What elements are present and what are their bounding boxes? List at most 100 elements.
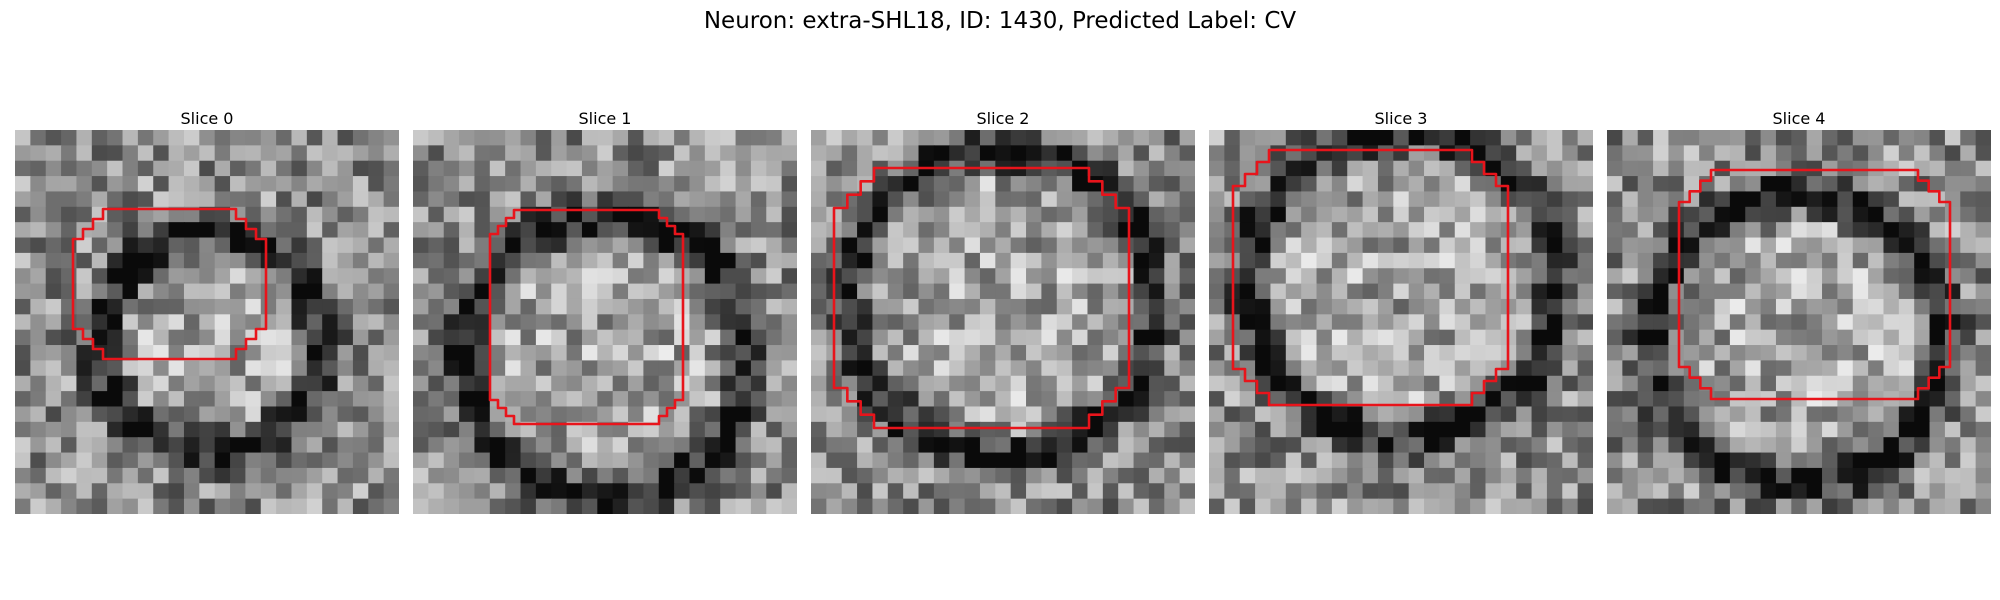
pixel-cell [1714,406,1731,423]
pixel-cell [1454,345,1471,361]
pixel-cell [1424,252,1440,269]
pixel-cell [689,222,706,239]
pixel-cell [1148,329,1165,346]
pixel-cell [1056,498,1073,514]
pixel-cell [1133,437,1150,454]
pixel-cell [1822,360,1838,377]
pixel-cell [1622,252,1639,269]
pixel-cell [1454,160,1471,177]
pixel-cell [1347,268,1364,285]
pixel-cell [995,375,1012,392]
pixel-cell [1179,452,1195,469]
pixel-cell [474,268,491,285]
pixel-cell [612,467,629,484]
pixel-cell [612,329,629,346]
pixel-cell [1362,160,1379,177]
pixel-cell [1806,222,1823,239]
pixel-cell [1607,483,1623,500]
pixel-cell [750,437,767,454]
pixel-cell [1347,314,1364,331]
pixel-cell [643,406,660,423]
pixel-cell [811,314,827,331]
pixel-cell [1209,283,1225,300]
pixel-cell [566,360,583,377]
pixel-cell [1944,498,1961,514]
pixel-cell [428,452,445,469]
pixel-cell [1239,498,1256,514]
pixel-cell [1485,314,1502,331]
pixel-cell [1255,406,1272,423]
pixel-cell [459,298,476,315]
pixel-cell [137,298,154,315]
pixel-cell [474,206,491,223]
pixel-cell [337,483,354,500]
pixel-cell [489,176,506,193]
pixel-cell [276,345,293,361]
pixel-cell [505,329,522,346]
pixel-cell [1868,283,1885,300]
pixel-cell [1133,298,1150,315]
pixel-cell [352,191,369,208]
pixel-cell [1714,314,1731,331]
pixel-cell [735,298,752,315]
pixel-cell [520,345,537,361]
pixel-cell [1898,498,1915,514]
pixel-cell [551,421,568,438]
pixel-cell [1516,437,1533,454]
pixel-cell [1072,222,1089,239]
pixel-cell [597,145,614,162]
pixel-cell [1822,237,1838,254]
pixel-cell [735,391,752,408]
pixel-cell [689,268,706,285]
pixel-cell [1393,206,1410,223]
pixel-cell [122,191,139,208]
pixel-cell [61,360,78,377]
pixel-cell [964,498,981,514]
pixel-cell [1270,498,1287,514]
pixel-cell [1010,391,1027,408]
pixel-cell [1148,191,1165,208]
pixel-cell [1454,452,1471,469]
pixel-cell [1868,314,1885,331]
pixel-cell [933,345,950,361]
pixel-cell [1470,176,1487,193]
pixel-cell [689,176,706,193]
pixel-cell [1562,483,1579,500]
pixel-cell [137,222,154,239]
pixel-cell [612,222,629,239]
pixel-cell [1607,437,1623,454]
pixel-cell [1270,406,1287,423]
pixel-cell [1209,483,1225,500]
pixel-cell [857,437,874,454]
pixel-cell [520,237,537,254]
pixel-cell [1714,452,1731,469]
pixel-cell [933,283,950,300]
pixel-cell [413,160,429,177]
pixel-cell [1668,206,1685,223]
pixel-cell [1637,421,1654,438]
pixel-cell [658,237,675,254]
pixel-cell [137,160,154,177]
pixel-cell [1485,130,1502,146]
pixel-cell [45,421,62,438]
pixel-cell [1562,467,1579,484]
pixel-cell [1056,252,1073,269]
pixel-cell [597,421,614,438]
pixel-cell [306,360,323,377]
pixel-cell [337,252,354,269]
pixel-cell [383,160,399,177]
pixel-cell [841,375,858,392]
pixel-cell [291,329,308,346]
pixel-cell [1362,375,1379,392]
pixel-cell [811,406,827,423]
pixel-cell [1775,283,1792,300]
pixel-cell [15,176,31,193]
pixel-cell [1531,206,1548,223]
pixel-cell [199,329,216,346]
pixel-cell [1699,498,1716,514]
pixel-cell [1883,345,1900,361]
pixel-cell [168,252,185,269]
pixel-cell [1531,145,1548,162]
pixel-cell [30,314,47,331]
pixel-cell [1301,191,1318,208]
